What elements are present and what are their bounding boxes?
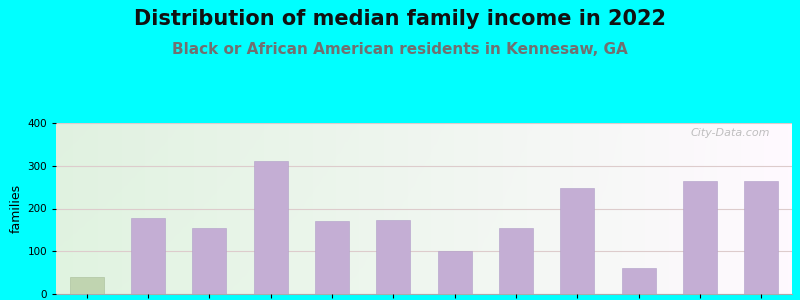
Text: Distribution of median family income in 2022: Distribution of median family income in … — [134, 9, 666, 29]
Bar — [438, 251, 471, 294]
Bar — [377, 220, 410, 294]
Text: Black or African American residents in Kennesaw, GA: Black or African American residents in K… — [172, 42, 628, 57]
Text: City-Data.com: City-Data.com — [690, 128, 770, 138]
Bar — [193, 228, 226, 294]
Bar — [70, 277, 103, 294]
Bar — [561, 188, 594, 294]
Bar — [254, 161, 287, 294]
Bar — [745, 181, 778, 294]
Bar — [315, 221, 349, 294]
Bar — [499, 228, 533, 294]
Bar — [683, 181, 717, 294]
Bar — [131, 218, 165, 294]
Y-axis label: families: families — [10, 184, 23, 233]
Bar — [622, 268, 655, 294]
